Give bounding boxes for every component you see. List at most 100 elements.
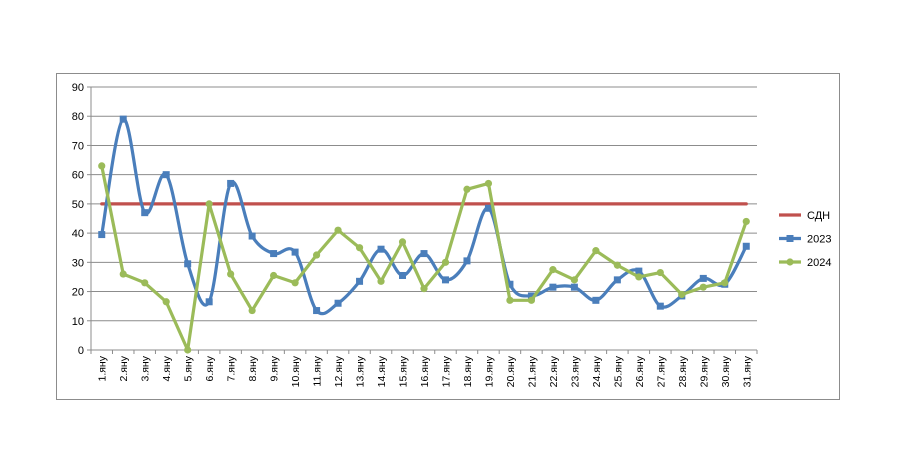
series-2023-point xyxy=(227,179,235,187)
legend: СДН 2023 2024 xyxy=(779,210,831,269)
x-tick-label: 20.яну xyxy=(505,355,517,387)
y-tick-label: 40 xyxy=(72,228,84,240)
x-tick-label: 16.яну xyxy=(419,355,431,387)
series-2024-point xyxy=(613,261,621,269)
x-tick-label: 18.яну xyxy=(462,355,474,387)
x-tick-label: 8.яну xyxy=(247,355,259,381)
x-tick-label: 19.яну xyxy=(483,355,495,387)
series-2024-point xyxy=(678,290,686,299)
series-2023-line xyxy=(100,117,748,316)
series-2023-point xyxy=(334,299,342,307)
series-2024-point xyxy=(119,270,127,278)
x-tick-label: 21.яну xyxy=(526,355,538,387)
x-tick-label: 27.яну xyxy=(655,355,667,387)
x-tick-label: 23.яну xyxy=(569,355,581,387)
series-2023-point xyxy=(119,115,127,123)
x-tick-label: 31.яну xyxy=(741,355,753,387)
series-2024-point xyxy=(227,270,235,278)
series-2023-point xyxy=(742,242,750,250)
y-axis-tick-labels: 0 10 20 30 40 50 60 70 80 90 xyxy=(72,82,84,357)
series-2023-point xyxy=(205,298,213,306)
series-2023-point xyxy=(141,209,149,217)
series-2023-point xyxy=(270,250,278,258)
series-2024-point xyxy=(570,276,578,284)
series-2024-point xyxy=(98,162,106,170)
x-tick-label: 5.яну xyxy=(183,355,195,381)
chart-frame: 0 10 20 30 40 50 60 70 80 90 1.яну 2.яну 3.яну 4.яну… xyxy=(56,73,840,400)
y-tick-label: 80 xyxy=(72,111,84,123)
series-2024-point xyxy=(162,298,170,306)
y-tick-label: 90 xyxy=(72,82,84,94)
series-2024-point xyxy=(355,244,364,252)
series-2023-point xyxy=(420,250,428,258)
series-2024-point xyxy=(377,277,385,285)
series-2024-line xyxy=(100,164,748,352)
series-2024-point xyxy=(270,271,278,280)
x-tick-label: 15.яну xyxy=(398,355,410,387)
series-2024-point xyxy=(291,279,299,287)
series-2024-point xyxy=(656,268,664,277)
y-tick-label: 50 xyxy=(72,199,84,211)
series-2024-point xyxy=(441,258,450,266)
x-tick-label: 29.яну xyxy=(698,355,710,387)
series-2024-point xyxy=(592,247,600,255)
series-2023-point xyxy=(506,280,514,288)
x-tick-label: 10.яну xyxy=(290,355,302,387)
legend-item: 2024 xyxy=(779,257,831,269)
x-tick-label: 25.яну xyxy=(612,355,624,387)
series-2023-point xyxy=(699,274,707,282)
legend-marker xyxy=(786,258,794,266)
series-2023-point xyxy=(592,296,600,304)
series-2024-point xyxy=(248,306,256,315)
x-tick-label: 22.яну xyxy=(548,355,560,387)
y-tick-label: 60 xyxy=(72,170,84,182)
series-2023-point xyxy=(98,231,106,239)
x-tick-label: 26.яну xyxy=(634,355,646,387)
series-2024-point xyxy=(398,238,407,246)
legend-label: 2024 xyxy=(807,257,831,269)
x-tick-label: 14.яну xyxy=(376,355,388,387)
x-tick-label: 3.яну xyxy=(140,355,152,381)
legend-item: СДН xyxy=(779,210,830,222)
series-2023-point xyxy=(399,271,407,279)
series-2023-point xyxy=(570,283,578,291)
series-2023-point xyxy=(635,267,643,275)
line-chart: 0 10 20 30 40 50 60 70 80 90 1.яну 2.яну 3.яну 4.яну… xyxy=(72,82,832,387)
x-tick-label: 24.яну xyxy=(591,355,603,387)
x-tick-label: 12.яну xyxy=(333,355,345,387)
series-2023-point xyxy=(313,307,321,315)
series-2024-point xyxy=(141,279,149,287)
series-2024-point xyxy=(184,346,192,354)
series-2024-point xyxy=(699,283,707,291)
series-2023-point xyxy=(549,283,557,291)
series-2023-point xyxy=(162,171,170,179)
series-2024-point xyxy=(205,200,213,208)
series-2024-point xyxy=(506,296,514,304)
series-2024-point xyxy=(549,266,557,274)
series-lines xyxy=(98,115,750,354)
series-2023-point xyxy=(656,302,664,310)
series-2023-point xyxy=(248,232,256,240)
x-tick-label: 13.яну xyxy=(355,355,367,387)
x-tick-label: 28.яну xyxy=(677,355,689,387)
series-2023-point xyxy=(184,260,192,268)
x-tick-label: 7.яну xyxy=(226,355,238,381)
y-tick-label: 30 xyxy=(72,257,84,269)
series-2023-point xyxy=(484,204,492,212)
y-tick-label: 10 xyxy=(72,316,84,328)
x-tick-label: 30.яну xyxy=(720,355,732,387)
series-2023-point xyxy=(356,277,364,285)
x-axis-tick-labels: 1.яну 2.яну 3.яну 4.яну 5.яну 6.яну 7.яну 8.яну… xyxy=(97,355,754,387)
legend-item: 2023 xyxy=(779,234,831,246)
x-tick-label: 11.яну xyxy=(312,355,324,386)
series-2024-point xyxy=(463,185,471,193)
series-2024-point xyxy=(635,273,643,281)
series-2023-point xyxy=(291,248,299,256)
x-tick-label: 6.яну xyxy=(204,355,216,381)
series-2023-point xyxy=(441,276,449,284)
x-tick-label: 4.яну xyxy=(161,355,173,381)
series-2024-point xyxy=(420,285,428,293)
series-2024-point xyxy=(334,226,342,234)
x-tick-label: 1.яну xyxy=(97,355,109,381)
series-2024-point xyxy=(742,217,750,226)
